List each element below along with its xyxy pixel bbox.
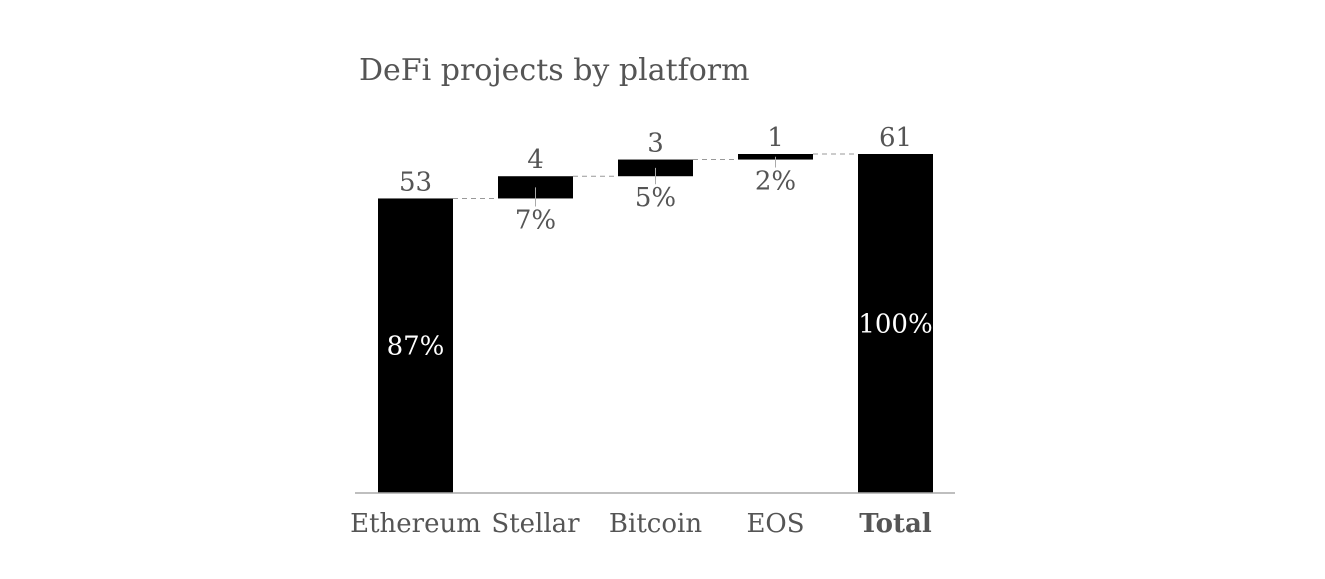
value-labels-group: 53 4 3 1 61 xyxy=(399,123,912,197)
category-labels-group: Ethereum Stellar Bitcoin EOS Total xyxy=(350,509,932,539)
percent-label-stellar: 7% xyxy=(515,205,556,235)
bar-bitcoin xyxy=(618,159,693,177)
percent-label-ethereum: 87% xyxy=(387,332,445,362)
bars-group xyxy=(378,154,933,493)
category-label-eos: EOS xyxy=(746,509,804,539)
percent-label-eos: 2% xyxy=(755,167,796,197)
category-label-total: Total xyxy=(859,509,932,539)
category-label-stellar: Stellar xyxy=(491,509,580,539)
percent-labels-group: 87% 7% 5% 2% 100% xyxy=(387,167,933,362)
category-label-bitcoin: Bitcoin xyxy=(609,509,702,539)
bar-total xyxy=(858,154,933,493)
category-label-ethereum: Ethereum xyxy=(350,509,481,539)
value-label-eos: 1 xyxy=(767,123,784,153)
percent-label-bitcoin: 5% xyxy=(635,183,676,213)
value-label-stellar: 4 xyxy=(527,145,544,175)
connector-lines xyxy=(453,153,858,199)
value-label-total: 61 xyxy=(879,123,912,153)
label-stems xyxy=(535,156,776,207)
value-label-bitcoin: 3 xyxy=(647,129,664,159)
bar-ethereum xyxy=(378,198,453,493)
chart-title: DeFi projects by platform xyxy=(359,53,750,88)
percent-label-total: 100% xyxy=(858,310,932,340)
value-label-ethereum: 53 xyxy=(399,167,432,197)
